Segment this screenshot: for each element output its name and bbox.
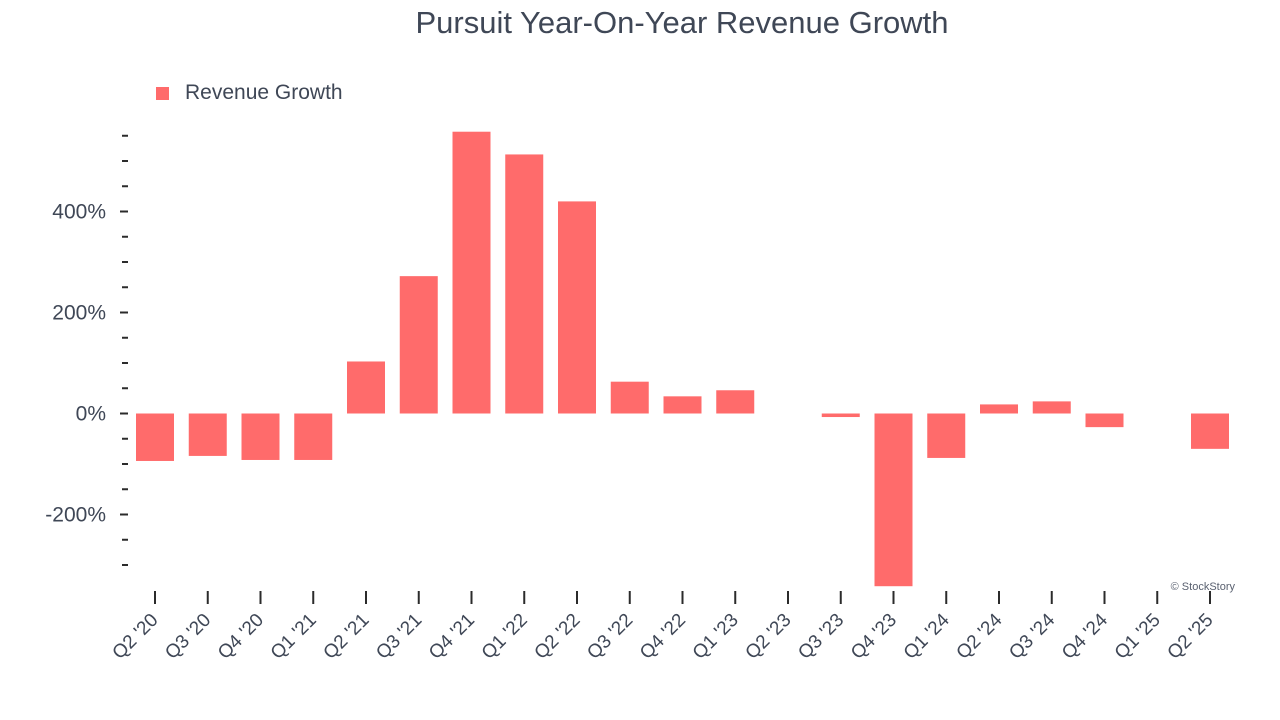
x-tick-label: Q3 '20 <box>161 610 215 664</box>
x-tick-label: Q4 '20 <box>214 610 268 664</box>
bar <box>663 396 702 414</box>
legend-swatch <box>156 87 169 100</box>
bar <box>294 413 333 460</box>
bar <box>452 131 491 414</box>
bar <box>1032 401 1071 414</box>
legend-label: Revenue Growth <box>185 81 343 104</box>
x-tick-label: Q3 '23 <box>794 610 848 664</box>
y-tick-label: 200% <box>52 302 106 325</box>
bar <box>188 413 227 456</box>
x-tick-label: Q2 '22 <box>531 610 585 664</box>
bar <box>1085 413 1124 428</box>
x-tick-label: Q2 '21 <box>320 610 374 664</box>
credit-text: © StockStory <box>1171 581 1236 593</box>
bar <box>610 381 649 414</box>
bar <box>821 413 860 418</box>
x-tick-label: Q1 '25 <box>1111 610 1165 664</box>
bar <box>1191 413 1229 449</box>
x-tick-label: Q2 '20 <box>109 610 163 664</box>
x-tick-label: Q4 '22 <box>636 610 690 664</box>
y-tick-label: -200% <box>45 504 106 527</box>
y-tick-label: 400% <box>52 201 106 224</box>
chart-title: Pursuit Year-On-Year Revenue Growth <box>415 5 948 40</box>
x-tick-label: Q3 '24 <box>1005 609 1059 663</box>
x-tick-label: Q2 '25 <box>1164 610 1218 664</box>
bar <box>399 276 438 414</box>
y-tick-label: 0% <box>76 403 106 426</box>
x-tick-label: Q2 '24 <box>953 609 1007 663</box>
bar <box>980 404 1018 414</box>
bar <box>927 413 966 458</box>
bar <box>241 413 280 460</box>
bar <box>505 154 544 414</box>
bar <box>716 390 755 414</box>
bar <box>558 201 596 414</box>
x-tick-label: Q4 '21 <box>425 610 479 664</box>
x-tick-label: Q2 '23 <box>742 610 796 664</box>
x-tick-label: Q1 '22 <box>478 610 532 664</box>
x-tick-label: Q3 '21 <box>372 610 426 664</box>
x-tick-label: Q1 '23 <box>689 610 743 664</box>
y-axis: -200% 0% 200% 400% <box>45 134 128 566</box>
x-tick-label: Q3 '22 <box>583 610 637 664</box>
bar <box>136 413 174 461</box>
x-tick-label: Q4 '23 <box>847 610 901 664</box>
bar <box>874 413 913 587</box>
bar <box>347 361 385 414</box>
legend: Revenue Growth <box>156 81 343 104</box>
x-tick-label: Q4 '24 <box>1058 609 1112 663</box>
x-tick-label: Q1 '24 <box>900 609 954 663</box>
x-tick-label: Q1 '21 <box>267 610 321 664</box>
bars <box>136 131 1229 587</box>
